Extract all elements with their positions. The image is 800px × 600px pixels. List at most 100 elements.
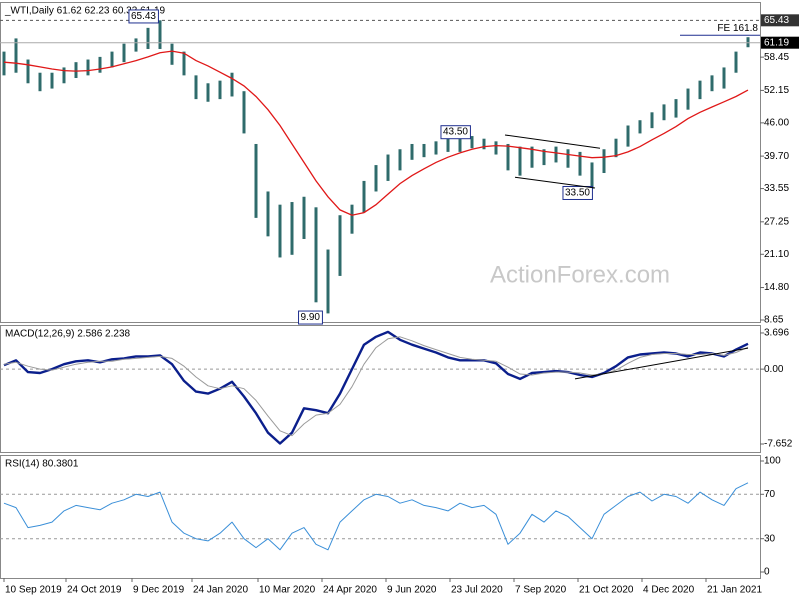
price-bar bbox=[590, 162, 594, 189]
price-bar bbox=[374, 165, 378, 192]
x-tick-label: 21 Jan 2021 bbox=[707, 585, 762, 596]
price-bar bbox=[410, 143, 414, 160]
high-level-label: 65.43 bbox=[764, 15, 789, 26]
price-bar bbox=[614, 138, 618, 158]
price-bar bbox=[314, 207, 318, 303]
indicator-line bbox=[3, 482, 749, 551]
price-bar bbox=[326, 249, 330, 314]
x-tick-label: 24 Apr 2020 bbox=[323, 585, 377, 596]
price-bar bbox=[446, 136, 450, 152]
x-tick-label: 24 Jan 2020 bbox=[193, 585, 248, 596]
annotation-label: 43.50 bbox=[443, 127, 468, 138]
price-bar bbox=[542, 149, 546, 166]
y-tick-label: 100 bbox=[764, 456, 781, 467]
price-bar bbox=[170, 43, 174, 65]
price-bar bbox=[518, 146, 522, 176]
price-bar bbox=[206, 83, 210, 102]
price-bar bbox=[722, 67, 726, 89]
price-bar bbox=[2, 51, 6, 76]
fe-label: FE 161.8 bbox=[717, 23, 758, 34]
indicator-line bbox=[3, 330, 749, 445]
price-bar bbox=[698, 80, 702, 100]
price-bar bbox=[218, 80, 222, 100]
high-level-box bbox=[761, 14, 799, 27]
price-bar bbox=[266, 191, 270, 237]
price-bar bbox=[74, 62, 78, 79]
annotation-box bbox=[562, 185, 593, 200]
price-bar bbox=[386, 154, 390, 181]
last-price-box bbox=[761, 36, 799, 49]
price-bar bbox=[530, 146, 534, 168]
annotation-label: 9.90 bbox=[301, 312, 321, 323]
x-tick-label: 9 Dec 2019 bbox=[133, 585, 185, 596]
watermark: ActionForex.com bbox=[490, 261, 670, 288]
trend-line bbox=[504, 134, 601, 149]
price-bar bbox=[62, 67, 66, 84]
trend-line bbox=[514, 176, 596, 189]
price-bar bbox=[494, 141, 498, 155]
price-bar bbox=[338, 215, 342, 276]
y-tick-label: 27.25 bbox=[764, 216, 789, 227]
x-tick-label: 21 Oct 2020 bbox=[579, 585, 634, 596]
x-tick-label: 23 Jul 2020 bbox=[451, 585, 503, 596]
price-bar bbox=[662, 104, 666, 121]
x-tick-label: 7 Sep 2020 bbox=[515, 585, 567, 596]
price-bar bbox=[146, 27, 150, 49]
price-bar bbox=[398, 149, 402, 171]
y-tick-label: 8.65 bbox=[764, 315, 784, 326]
y-tick-label: 21.10 bbox=[764, 249, 789, 260]
y-tick-label: 39.70 bbox=[764, 151, 789, 162]
price-bar bbox=[302, 196, 306, 239]
annotation-label: 33.50 bbox=[565, 187, 590, 198]
last-price-label: 61.19 bbox=[764, 37, 789, 48]
x-tick-label: 10 Mar 2020 bbox=[259, 585, 316, 596]
price-bar bbox=[578, 151, 582, 176]
panel-frame bbox=[0, 325, 761, 453]
price-bar bbox=[158, 20, 162, 49]
indicator-line bbox=[3, 336, 749, 437]
price-bar bbox=[482, 138, 486, 150]
price-bar bbox=[554, 146, 558, 163]
price-bar bbox=[362, 180, 366, 213]
price-bar bbox=[50, 72, 54, 89]
price-bar bbox=[626, 125, 630, 147]
trend-line bbox=[574, 347, 749, 380]
x-tick-label: 4 Dec 2020 bbox=[643, 585, 695, 596]
annotation-box bbox=[298, 310, 323, 325]
price-bar bbox=[566, 149, 570, 168]
price-bar bbox=[134, 38, 138, 52]
price-bar bbox=[506, 143, 510, 171]
y-tick-label: 46.00 bbox=[764, 118, 789, 129]
price-bar bbox=[638, 120, 642, 134]
price-bar bbox=[14, 38, 18, 73]
price-bar bbox=[182, 51, 186, 76]
price-bar bbox=[122, 43, 126, 63]
price-bar bbox=[110, 51, 114, 68]
price-bar bbox=[194, 75, 198, 100]
y-tick-label: 0.00 bbox=[764, 364, 784, 375]
y-tick-label: 3.696 bbox=[764, 328, 789, 339]
price-bar bbox=[602, 149, 606, 174]
panel-title: MACD(12,26,9) 2.586 2.238 bbox=[5, 329, 131, 340]
y-tick-label: 0 bbox=[764, 567, 770, 578]
price-bar bbox=[434, 141, 438, 155]
price-bar bbox=[38, 72, 42, 92]
price-bar bbox=[734, 51, 738, 73]
x-tick-label: 9 Jun 2020 bbox=[387, 585, 437, 596]
y-tick-label: 14.80 bbox=[764, 282, 789, 293]
price-bar bbox=[254, 143, 258, 218]
y-tick-label: 70 bbox=[764, 489, 776, 500]
price-bar bbox=[674, 99, 678, 118]
y-tick-label: 58.45 bbox=[764, 52, 789, 63]
y-tick-label: 33.55 bbox=[764, 183, 789, 194]
y-tick-label: 52.15 bbox=[764, 85, 789, 96]
panel-frame bbox=[0, 455, 761, 579]
price-bar bbox=[422, 143, 426, 158]
price-bar bbox=[242, 91, 246, 134]
annotation-box bbox=[440, 125, 471, 140]
price-bar bbox=[230, 72, 234, 97]
y-tick-label: 30 bbox=[764, 533, 776, 544]
